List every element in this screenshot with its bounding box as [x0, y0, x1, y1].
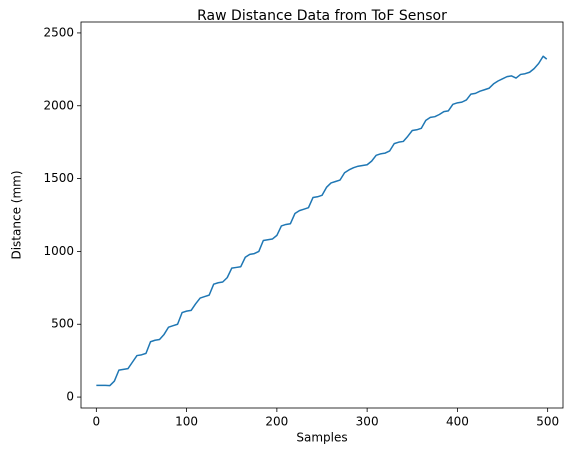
x-axis-label: Samples — [296, 431, 347, 445]
x-tick-label: 300 — [356, 415, 379, 429]
x-tick-label: 400 — [446, 415, 469, 429]
y-tick-label: 1500 — [43, 171, 74, 185]
x-tick-label: 0 — [93, 415, 101, 429]
y-tick-label: 500 — [51, 317, 74, 331]
y-axis-label: Distance (mm) — [10, 170, 24, 259]
y-tick-label: 1000 — [43, 244, 74, 258]
y-tick-label: 2500 — [43, 25, 74, 39]
x-tick-label: 500 — [536, 415, 559, 429]
y-tick-label: 2000 — [43, 98, 74, 112]
y-tick-label: 0 — [66, 390, 74, 404]
data-line — [96, 55, 548, 387]
plot-frame — [80, 21, 564, 409]
x-tick-label: 200 — [265, 415, 288, 429]
x-tick-label: 100 — [175, 415, 198, 429]
chart-title: Raw Distance Data from ToF Sensor — [197, 8, 447, 24]
